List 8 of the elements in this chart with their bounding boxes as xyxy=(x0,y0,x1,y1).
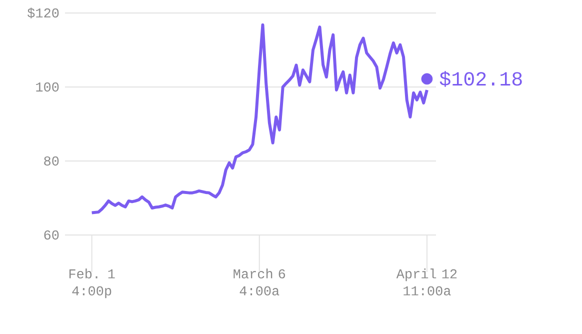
x-tick-label: Feb. 1 4:00p xyxy=(69,268,115,298)
y-tick-label: 100 xyxy=(36,82,59,92)
y-tick-label: $120 xyxy=(28,8,59,18)
data-label: $102.18 xyxy=(440,71,522,87)
x-tick-label: April 12 11:00a xyxy=(396,268,457,296)
y-tick-label: 60 xyxy=(44,230,59,240)
x-tick-label: March 6 4:00a xyxy=(234,268,286,296)
y-tick-label: 80 xyxy=(44,156,59,166)
